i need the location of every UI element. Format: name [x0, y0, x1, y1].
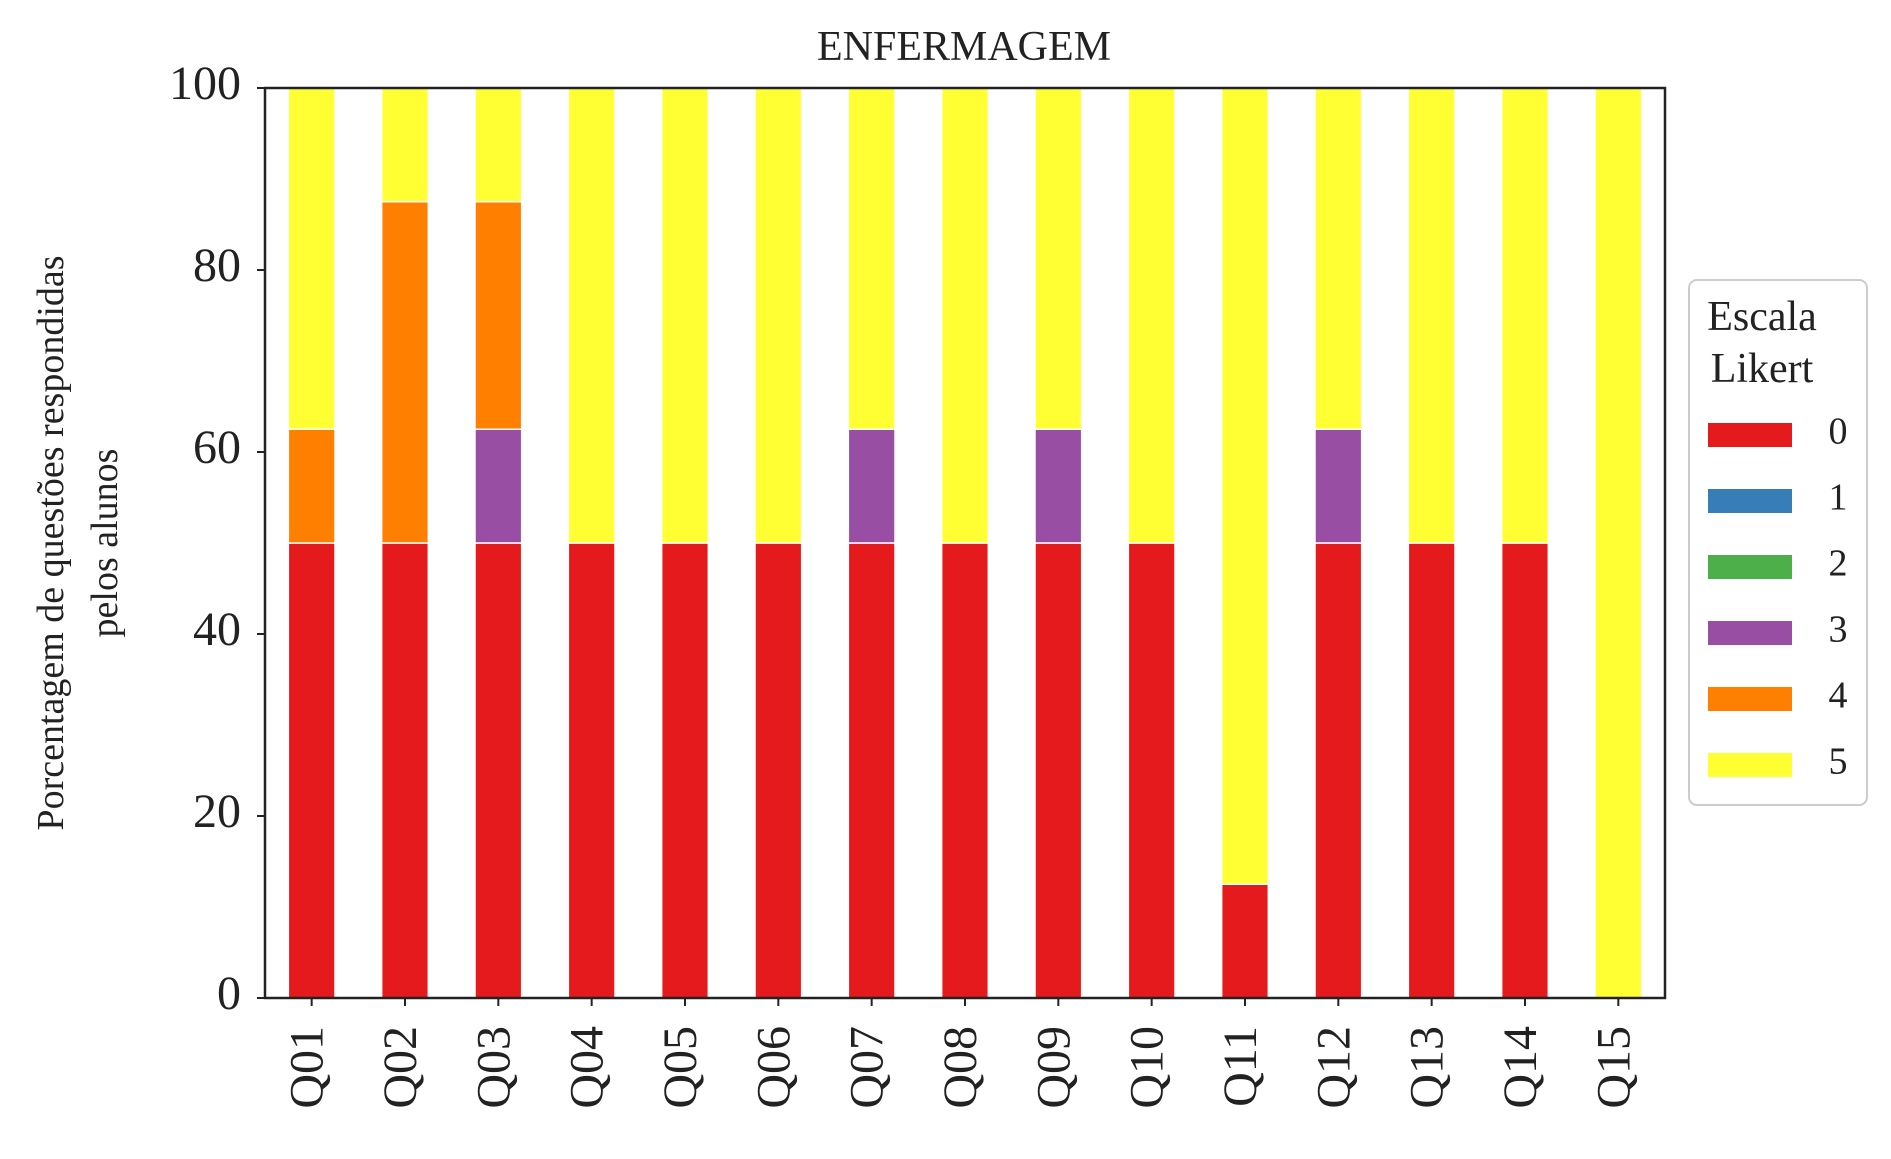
legend-label-0: 0	[1829, 411, 1848, 453]
x-tick-label-q10: Q10	[1121, 1026, 1174, 1109]
bar-segment-q07-likert-5	[847, 87, 896, 430]
bar-segment-q03-likert-4	[474, 201, 523, 430]
bar-segment-q03-likert-0	[474, 542, 523, 999]
legend-label-3: 3	[1829, 609, 1848, 651]
legend-label-1: 1	[1829, 477, 1848, 519]
bars-layer	[287, 87, 1643, 999]
bar-segment-q08-likert-0	[940, 542, 990, 999]
bar-segment-q10-likert-0	[1127, 542, 1176, 999]
bar-segment-q06-likert-5	[754, 87, 803, 544]
bar-segment-q02-likert-4	[380, 201, 430, 544]
bar-segment-q01-likert-0	[287, 542, 336, 999]
bar-segment-q13-likert-5	[1407, 87, 1456, 544]
y-axis-label: Porcentagem de questões respondidas pelo…	[30, 255, 126, 830]
legend-swatch-0	[1708, 423, 1792, 447]
x-tick-label-q04: Q04	[561, 1026, 614, 1109]
legend-label-5: 5	[1829, 741, 1848, 783]
bar-segment-q01-likert-4	[287, 428, 336, 544]
x-tick-label-q12: Q12	[1307, 1026, 1360, 1109]
x-tick-label-q13: Q13	[1401, 1026, 1454, 1109]
x-tick-label-q11: Q11	[1214, 1026, 1267, 1107]
x-tick-label-q02: Q02	[374, 1026, 427, 1109]
x-tick-label-q05: Q05	[654, 1026, 707, 1109]
x-tick-label-q09: Q09	[1027, 1026, 1080, 1109]
x-tick-label-q15: Q15	[1587, 1026, 1640, 1109]
bar-segment-q08-likert-5	[940, 87, 990, 544]
bar-segment-q14-likert-0	[1500, 542, 1550, 999]
bar-segment-q06-likert-0	[754, 542, 803, 999]
legend-box	[1688, 279, 1868, 806]
legend-items: 0 1 2 3 4 5	[1708, 411, 1848, 783]
bar-segment-q01-likert-5	[287, 87, 336, 430]
legend: Escala Likert 0 1 2 3 4 5	[1688, 279, 1868, 806]
bar-segment-q05-likert-0	[660, 542, 710, 999]
x-tick-label-q07: Q07	[841, 1026, 894, 1109]
legend-swatch-4	[1708, 687, 1792, 711]
x-axis: Q01 Q02 Q03 Q04 Q05 Q06 Q07 Q08 Q09 Q10 Q11 Q12 Q13 Q…	[281, 998, 1640, 1109]
bar-segment-q05-likert-5	[660, 87, 710, 544]
bar-segment-q15-likert-5	[1594, 87, 1643, 999]
legend-title-line-1: Escala	[1707, 294, 1817, 340]
bar-segment-q02-likert-0	[380, 542, 430, 999]
x-tick-label-q14: Q14	[1494, 1026, 1547, 1109]
y-axis: 0 20 40 60 80 100	[169, 57, 265, 1020]
x-tick-label-q06: Q06	[747, 1026, 800, 1109]
x-tick-label-q08: Q08	[934, 1026, 987, 1109]
y-axis-label-line-2: pelos alunos	[84, 449, 126, 638]
bar-segment-q14-likert-5	[1500, 87, 1550, 544]
y-tick-label-100: 100	[169, 57, 241, 110]
y-tick-label-20: 20	[193, 785, 241, 838]
bar-segment-q09-likert-3	[1034, 428, 1083, 544]
bar-segment-q02-likert-5	[380, 87, 430, 203]
y-tick-label-40: 40	[193, 603, 241, 656]
y-tick-label-60: 60	[193, 421, 241, 474]
bar-segment-q11-likert-5	[1220, 87, 1270, 885]
bar-segment-q10-likert-5	[1127, 87, 1176, 544]
x-tick-label-q01: Q01	[281, 1026, 334, 1109]
legend-label-2: 2	[1829, 543, 1848, 585]
bar-segment-q09-likert-0	[1034, 542, 1083, 999]
bar-segment-q12-likert-0	[1314, 542, 1363, 999]
bar-segment-q03-likert-3	[474, 428, 523, 544]
legend-swatch-5	[1708, 753, 1792, 777]
chart-title: ENFERMAGEM	[817, 24, 1111, 70]
bar-segment-q11-likert-0	[1220, 883, 1270, 999]
bar-segment-q09-likert-5	[1034, 87, 1083, 430]
plot-frame	[263, 86, 1667, 1000]
x-tick-label-q03: Q03	[467, 1026, 520, 1109]
legend-swatch-1	[1708, 489, 1792, 513]
bar-segment-q07-likert-0	[847, 542, 896, 999]
legend-label-4: 4	[1829, 675, 1848, 717]
bar-segment-q04-likert-0	[567, 542, 616, 999]
bar-segment-q12-likert-3	[1314, 428, 1363, 544]
y-tick-label-0: 0	[217, 967, 241, 1020]
bar-segment-q03-likert-5	[474, 87, 523, 203]
y-tick-label-80: 80	[193, 239, 241, 292]
y-axis-label-line-1: Porcentagem de questões respondidas	[30, 255, 72, 830]
legend-swatch-3	[1708, 621, 1792, 645]
legend-title-line-2: Likert	[1711, 346, 1814, 392]
bar-segment-q12-likert-5	[1314, 87, 1363, 430]
bar-segment-q04-likert-5	[567, 87, 616, 544]
legend-swatch-2	[1708, 555, 1792, 579]
bar-segment-q13-likert-0	[1407, 542, 1456, 999]
bar-segment-q07-likert-3	[847, 428, 896, 544]
